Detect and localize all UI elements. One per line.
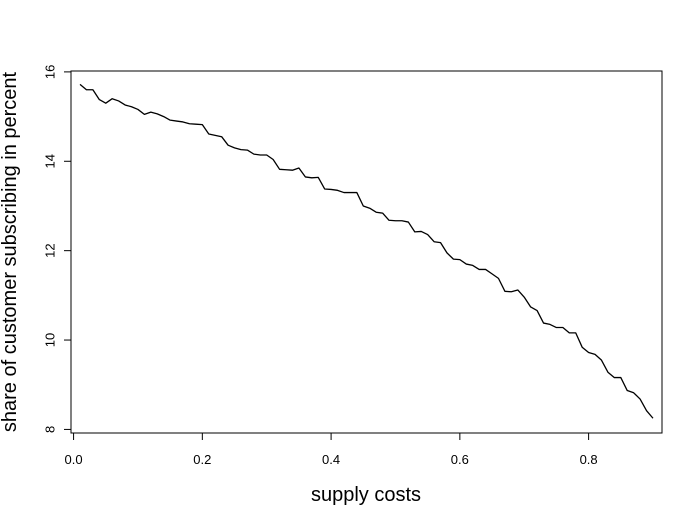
x-axis: 0.0 0.2 0.4 0.6 0.8: [65, 432, 598, 467]
series-layer: [79, 83, 654, 419]
y-tick-label: 16: [43, 65, 58, 79]
y-tick-label: 10: [43, 333, 58, 347]
x-tick-label: 0.8: [580, 452, 598, 467]
y-tick-label: 12: [43, 243, 58, 257]
x-tick-label: 0.4: [322, 452, 340, 467]
series-line: [79, 83, 654, 419]
plot-box: [70, 70, 663, 434]
x-tick-label: 0.2: [193, 452, 211, 467]
y-axis-title: share of customer subscribing in percent: [0, 71, 21, 432]
x-axis-title: supply costs: [311, 484, 421, 506]
x-tick-label: 0.0: [65, 452, 83, 467]
x-tick-label: 0.6: [451, 452, 469, 467]
y-axis: 8 10 12 14 16: [43, 65, 72, 433]
y-tick-label: 8: [43, 426, 58, 433]
y-tick-label: 14: [43, 154, 58, 168]
